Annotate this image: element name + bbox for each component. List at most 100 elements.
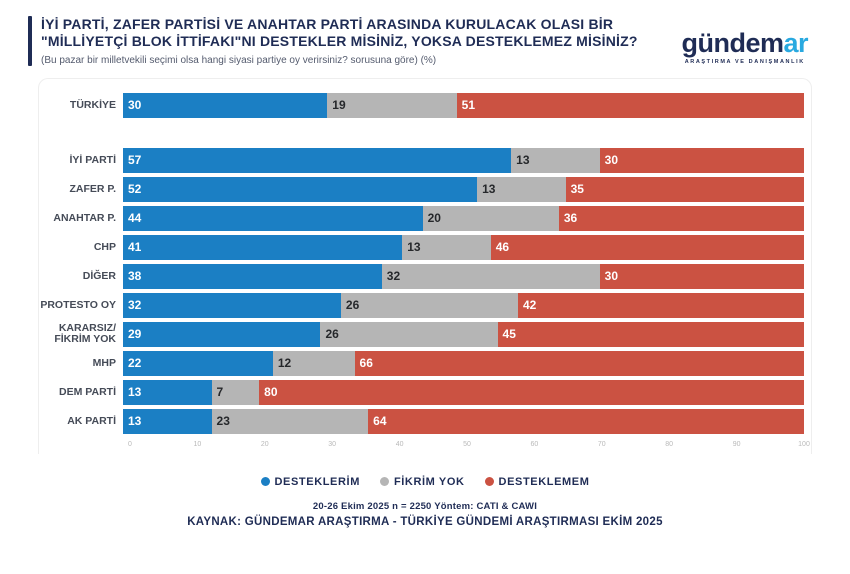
bar-value: 26 (345, 297, 360, 312)
category-label: ANAHTAR P. (53, 211, 116, 224)
bar-segment-desteklerim: 41 (123, 234, 403, 260)
x-axis-tick: 20 (260, 440, 269, 448)
methodology-note: 20-26 Ekim 2025 n = 2250 Yöntem: CATI & … (312, 500, 538, 512)
bar-segment-fikrim-yok: 13 (402, 234, 491, 260)
chart-row: DİĞER 38 32 30 (39, 263, 804, 289)
chart-row: TÜRKİYE 30 19 51 (39, 92, 804, 118)
legend-item-desteklerim: DESTEKLERİM (260, 476, 360, 488)
chart-title: İYİ PARTİ, ZAFER PARTİSİ VE ANAHTAR PART… (41, 16, 638, 49)
stacked-bar: 30 19 51 (123, 92, 804, 118)
bar-segment-desteklemem: 80 (259, 379, 804, 405)
logo-tagline: ARAŞTIRMA VE DANIŞMANLIK (684, 59, 805, 65)
bar-segment-desteklerim: 13 (123, 379, 212, 405)
bar-segment-fikrim-yok: 7 (211, 379, 260, 405)
bar-value: 13 (128, 384, 142, 399)
bar-segment-fikrim-yok: 19 (327, 92, 457, 118)
chart-row: MHP 22 12 66 (39, 350, 804, 376)
bar-segment-desteklerim: 44 (123, 205, 423, 231)
bar-value: 41 (128, 239, 142, 254)
bar-value: 7 (216, 384, 224, 399)
bar-segment-fikrim-yok: 26 (320, 321, 498, 347)
legend: DESTEKLERİM FİKRİM YOK DESTEKLEMEM (0, 476, 850, 488)
legend-item-fikrim-yok: FİKRİM YOK (379, 476, 465, 488)
category-label: CHP (93, 240, 116, 253)
bar-segment-desteklerim: 29 (123, 321, 321, 347)
bar-value: 64 (373, 413, 387, 428)
bar-segment-fikrim-yok: 13 (477, 176, 566, 202)
bar-value: 19 (332, 97, 346, 112)
header: İYİ PARTİ, ZAFER PARTİSİ VE ANAHTAR PART… (0, 16, 850, 66)
category-label: İYİ PARTİ (69, 153, 116, 166)
stacked-bar: 41 13 46 (123, 234, 804, 260)
bar-segment-desteklerim: 38 (123, 263, 382, 289)
bar-segment-fikrim-yok: 23 (211, 408, 369, 434)
x-axis-tick: 40 (395, 440, 404, 448)
logo-part1: gündem (681, 28, 784, 58)
bar-value: 12 (277, 355, 292, 370)
x-axis-tick: 0 (128, 440, 132, 448)
chart-row: ZAFER P. 52 13 35 (39, 176, 804, 202)
stacked-bar: 44 20 36 (123, 205, 804, 231)
bar-segment-desteklerim: 22 (123, 350, 273, 376)
bar-value: 45 (502, 326, 516, 341)
stacked-bar: 13 7 80 (123, 379, 804, 405)
stacked-bar: 57 13 30 (123, 147, 804, 173)
bar-value: 13 (128, 413, 142, 428)
category-label: PROTESTO OY (40, 298, 116, 311)
chart-subtitle: (Bu pazar bir milletvekili seçimi olsa h… (41, 54, 437, 66)
bar-value: 32 (128, 297, 142, 312)
bar-value: 36 (563, 210, 578, 225)
bar-value: 26 (325, 326, 339, 341)
bar-segment-desteklerim: 57 (123, 147, 512, 173)
x-axis-tick: 70 (597, 440, 606, 448)
bar-segment-desteklemem: 36 (558, 205, 804, 231)
source-note: KAYNAK: GÜNDEMAR ARAŞTIRMA - TÜRKİYE GÜN… (187, 515, 663, 528)
stacked-bar: 29 26 45 (123, 321, 804, 347)
bar-segment-desteklerim: 30 (123, 92, 328, 118)
bar-value: 35 (570, 181, 584, 196)
x-axis-tick: 100 (798, 440, 810, 448)
logo-wordmark: gündemar (681, 30, 808, 57)
x-axis-tick: 80 (665, 440, 674, 448)
category-label: MHP (92, 356, 116, 369)
title-block: İYİ PARTİ, ZAFER PARTİSİ VE ANAHTAR PART… (28, 16, 681, 66)
chart-row: İYİ PARTİ 57 13 30 (39, 147, 804, 173)
bar-value: 46 (495, 239, 510, 254)
bar-value: 30 (604, 152, 619, 167)
bar-segment-desteklemem: 35 (565, 176, 804, 202)
chart-row: AK PARTİ 13 23 64 (39, 408, 804, 434)
bar-value: 57 (128, 152, 142, 167)
bar-segment-desteklemem: 46 (490, 234, 804, 260)
bar-segment-desteklemem: 64 (368, 408, 804, 434)
stacked-bar: 22 12 66 (123, 350, 804, 376)
bar-segment-fikrim-yok: 13 (511, 147, 600, 173)
footer: 20-26 Ekim 2025 n = 2250 Yöntem: CATI & … (0, 501, 850, 528)
stacked-bar: 38 32 30 (123, 263, 804, 289)
bar-segment-desteklemem: 51 (456, 92, 804, 118)
chart-row: PROTESTO OY 32 26 42 (39, 292, 804, 318)
category-label: ZAFER P. (69, 182, 116, 195)
category-label: TÜRKİYE (69, 98, 116, 111)
bar-value: 66 (359, 355, 373, 370)
category-label: KARARSIZ/ FİKRİM YOK (54, 322, 116, 346)
stacked-bar: 32 26 42 (123, 292, 804, 318)
x-axis-tick: 10 (193, 440, 202, 448)
x-axis-tick: 90 (732, 440, 741, 448)
bar-value: 23 (216, 413, 230, 428)
logo-part2: ar (783, 28, 808, 58)
chart-row: ANAHTAR P. 44 20 36 (39, 205, 804, 231)
bar-value: 13 (516, 152, 530, 167)
bar-segment-desteklemem: 45 (497, 321, 804, 347)
category-label: DEM PARTİ (59, 385, 116, 398)
bar-value: 13 (482, 181, 496, 196)
bar-value: 13 (407, 239, 421, 254)
bar-value: 30 (128, 97, 142, 112)
stacked-bar: 52 13 35 (123, 176, 804, 202)
bar-value: 38 (128, 268, 142, 283)
bar-value: 22 (128, 355, 142, 370)
chart-row: KARARSIZ/ FİKRİM YOK 29 26 45 (39, 321, 804, 347)
bar-value: 29 (128, 326, 142, 341)
bar-value: 52 (128, 181, 142, 196)
chart-row: CHP 41 13 46 (39, 234, 804, 260)
